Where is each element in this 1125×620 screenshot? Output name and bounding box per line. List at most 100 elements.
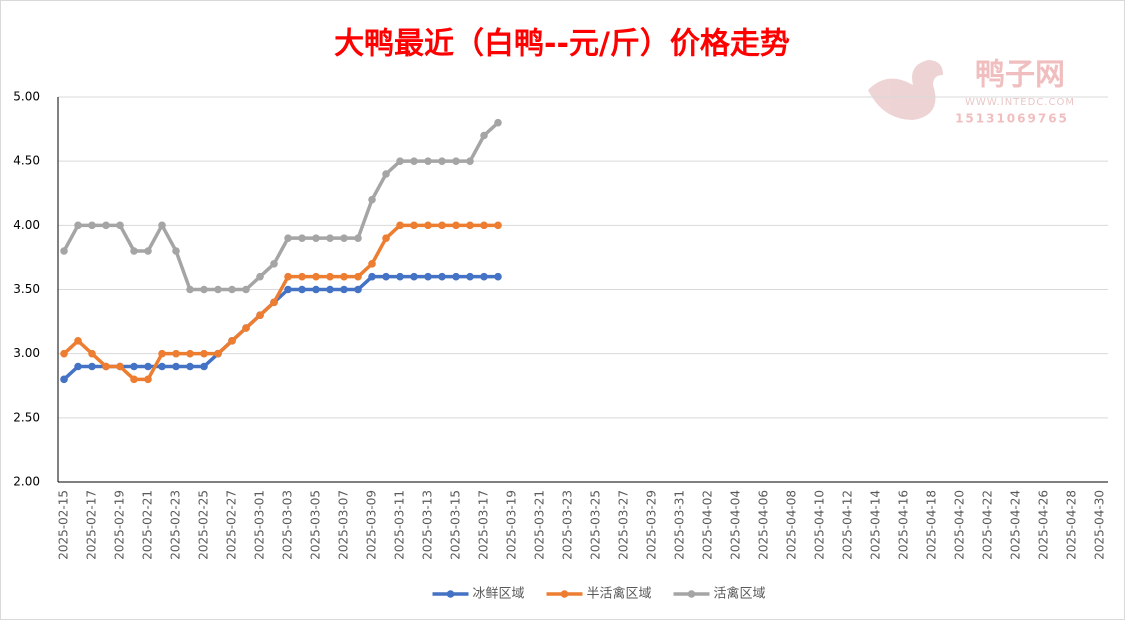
point bbox=[298, 285, 306, 294]
x-tick-label: 2025-04-04 bbox=[729, 490, 743, 560]
x-tick-label: 2025-03-07 bbox=[337, 490, 351, 560]
point bbox=[452, 272, 460, 281]
point bbox=[480, 131, 488, 140]
point bbox=[480, 272, 488, 281]
x-tick-label: 2025-03-09 bbox=[365, 490, 379, 560]
point bbox=[60, 349, 68, 358]
point bbox=[326, 272, 334, 281]
point bbox=[200, 349, 208, 358]
point bbox=[340, 234, 348, 242]
point bbox=[466, 272, 474, 281]
point bbox=[256, 272, 264, 281]
x-tick-label: 2025-04-12 bbox=[841, 490, 855, 560]
watermark-url: WWW.INTEDC.COM bbox=[965, 97, 1075, 108]
point bbox=[298, 234, 306, 242]
point bbox=[368, 195, 376, 204]
x-tick-label: 2025-04-30 bbox=[1093, 490, 1107, 560]
point bbox=[466, 221, 474, 230]
point bbox=[200, 362, 208, 371]
point bbox=[326, 234, 334, 242]
watermark-name: 鸭子网 bbox=[975, 58, 1065, 93]
x-tick-label: 2025-03-03 bbox=[281, 490, 295, 560]
x-tick-label: 2025-03-19 bbox=[505, 490, 519, 560]
point bbox=[186, 285, 194, 294]
point bbox=[480, 221, 488, 230]
x-tick-label: 2025-02-21 bbox=[141, 490, 155, 560]
x-tick-label: 2025-03-27 bbox=[617, 490, 631, 560]
point bbox=[382, 272, 390, 281]
x-tick-label: 2025-03-17 bbox=[477, 490, 491, 560]
point bbox=[60, 247, 68, 255]
point bbox=[466, 157, 474, 165]
point bbox=[284, 234, 292, 242]
point bbox=[354, 272, 362, 281]
y-tick-label: 5.00 bbox=[13, 90, 40, 104]
y-tick-label: 2.00 bbox=[13, 475, 40, 489]
x-tick-label: 2025-02-23 bbox=[169, 490, 183, 560]
point bbox=[312, 234, 320, 242]
point bbox=[144, 247, 152, 255]
point bbox=[382, 170, 390, 178]
point bbox=[74, 337, 82, 345]
x-tick-label: 2025-02-27 bbox=[225, 490, 239, 560]
y-tick-label: 3.00 bbox=[13, 346, 40, 360]
x-tick-label: 2025-02-25 bbox=[197, 490, 211, 560]
point bbox=[340, 285, 348, 294]
point bbox=[298, 272, 306, 281]
x-tick-label: 2025-03-23 bbox=[561, 490, 575, 560]
point bbox=[284, 272, 292, 281]
x-tick-label: 2025-04-02 bbox=[701, 490, 715, 560]
point bbox=[452, 221, 460, 230]
legend-marker bbox=[687, 590, 696, 598]
y-tick-label: 3.50 bbox=[13, 282, 40, 296]
point bbox=[410, 221, 418, 230]
point bbox=[158, 349, 166, 358]
point bbox=[494, 118, 502, 127]
point bbox=[270, 298, 278, 307]
x-tick-label: 2025-03-21 bbox=[533, 490, 547, 560]
x-tick-label: 2025-04-18 bbox=[925, 490, 939, 560]
point bbox=[102, 221, 110, 230]
x-tick-label: 2025-04-16 bbox=[897, 490, 911, 560]
y-tick-label: 2.50 bbox=[13, 410, 40, 424]
point bbox=[200, 285, 208, 294]
point bbox=[340, 272, 348, 281]
point bbox=[130, 247, 138, 255]
point bbox=[88, 221, 96, 230]
x-tick-label: 2025-03-05 bbox=[309, 490, 323, 560]
point bbox=[326, 285, 334, 294]
legend-label: 冰鲜区域 bbox=[473, 587, 525, 602]
point bbox=[354, 234, 362, 242]
point bbox=[158, 362, 166, 371]
x-tick-label: 2025-03-15 bbox=[449, 490, 463, 560]
x-tick-label: 2025-04-10 bbox=[813, 490, 827, 560]
point bbox=[144, 362, 152, 371]
point bbox=[242, 285, 250, 294]
point bbox=[116, 362, 124, 371]
x-tick-label: 2025-02-17 bbox=[85, 490, 99, 560]
point bbox=[452, 157, 460, 165]
point bbox=[186, 362, 194, 371]
point bbox=[116, 221, 124, 230]
point bbox=[158, 221, 166, 230]
point bbox=[214, 285, 222, 294]
legend-label: 半活禽区域 bbox=[587, 586, 652, 602]
x-tick-label: 2025-03-31 bbox=[673, 490, 687, 560]
point bbox=[438, 272, 446, 281]
point bbox=[424, 221, 432, 230]
x-tick-label: 2025-04-22 bbox=[981, 490, 995, 560]
point bbox=[382, 234, 390, 242]
point bbox=[172, 362, 180, 371]
legend-marker bbox=[446, 590, 455, 598]
x-tick-label: 2025-03-29 bbox=[645, 490, 659, 560]
point bbox=[270, 260, 278, 268]
point bbox=[494, 221, 502, 230]
x-tick-label: 2025-03-11 bbox=[393, 490, 407, 560]
legend-marker bbox=[560, 590, 569, 598]
watermark-phone: 15131069765 bbox=[955, 112, 1069, 126]
x-tick-label: 2025-03-13 bbox=[421, 490, 435, 560]
point bbox=[74, 221, 82, 230]
point bbox=[494, 272, 502, 281]
